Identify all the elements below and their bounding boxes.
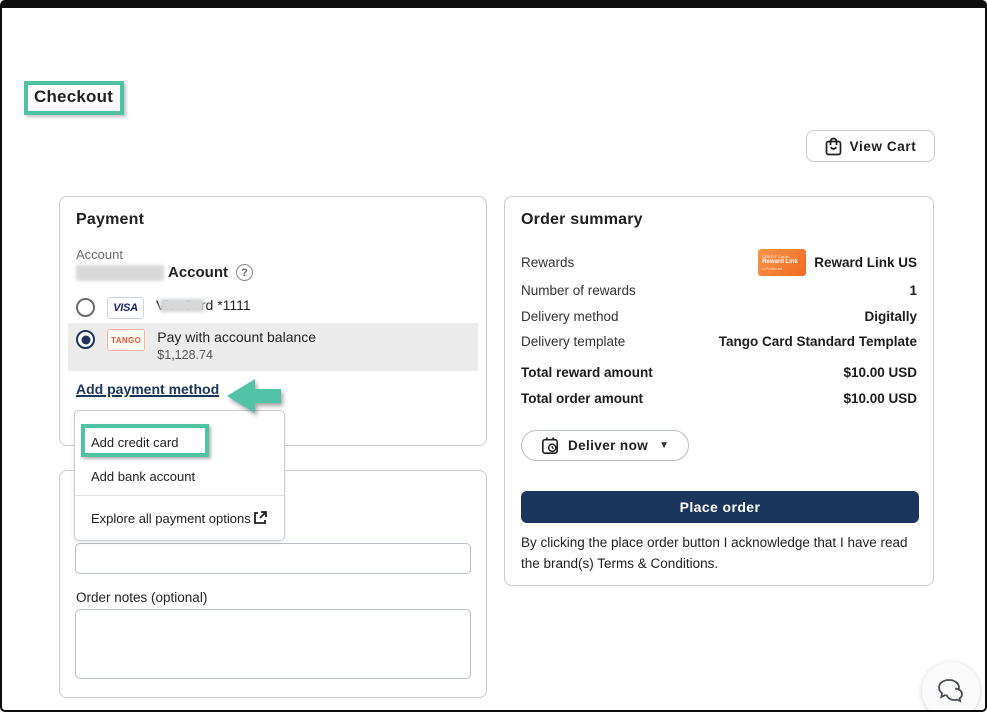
payment-card: Payment Account Account ? VISA Visa Card… <box>59 196 487 446</box>
balance-option-label: Pay with account balance <box>157 329 317 345</box>
place-order-label: Place order <box>679 499 761 515</box>
balance-option-text: Pay with account balance $1,128.74 <box>157 329 316 362</box>
rewards-value: CREDIT Cards Reward Link a Preferred Rew… <box>758 249 917 276</box>
calendar-clock-icon <box>541 436 559 455</box>
count-value: 1 <box>909 283 917 298</box>
menu-divider <box>75 495 284 496</box>
external-order-id-input[interactable] <box>75 543 471 574</box>
payment-option-visa[interactable]: VISA Visa Card *1111 <box>68 291 478 325</box>
total-order-value: $10.00 USD <box>843 391 917 406</box>
menu-item-explore-payment-options[interactable]: Explore all payment options <box>75 510 284 526</box>
explore-options-label: Explore all payment options <box>91 510 251 526</box>
rewards-value-text: Reward Link US <box>814 255 917 270</box>
page-title: Checkout <box>34 87 114 106</box>
annotation-arrow-icon <box>224 376 288 416</box>
order-summary-card: Order summary Rewards CREDIT Cards Rewar… <box>504 196 934 586</box>
delivery-method-label: Delivery method <box>521 309 619 324</box>
shopping-bag-icon <box>825 137 842 156</box>
deliver-now-label: Deliver now <box>567 438 649 453</box>
help-icon[interactable]: ? <box>236 264 253 281</box>
order-notes-label: Order notes (optional) <box>76 590 208 605</box>
thumb-line2: Reward Link <box>762 259 798 265</box>
chat-button[interactable] <box>922 662 980 710</box>
order-notes-textarea[interactable] <box>75 609 471 679</box>
reward-link-thumbnail: CREDIT Cards Reward Link a Preferred <box>758 249 807 276</box>
menu-item-add-credit-card[interactable]: Add credit card <box>91 435 179 450</box>
terms-disclaimer-text: By clicking the place order button I ack… <box>521 535 908 571</box>
view-cart-button[interactable]: View Cart <box>806 130 935 162</box>
chevron-down-icon: ▼ <box>659 440 670 451</box>
add-payment-method-link[interactable]: Add payment method <box>76 381 220 397</box>
account-name-suffix: Account <box>168 264 228 281</box>
summary-row-total-order: Total order amount $10.00 USD <box>521 391 917 406</box>
summary-row-count: Number of rewards 1 <box>521 283 917 298</box>
total-order-label: Total order amount <box>521 391 644 406</box>
checkout-title-annotation-box: Checkout <box>24 81 125 115</box>
account-name-row: Account ? <box>76 264 253 281</box>
view-cart-label: View Cart <box>849 138 917 154</box>
count-label: Number of rewards <box>521 283 636 298</box>
total-reward-label: Total reward amount <box>521 365 653 380</box>
delivery-method-value: Digitally <box>864 309 917 324</box>
thumb-line1: CREDIT Cards <box>762 254 789 259</box>
rewards-label: Rewards <box>521 255 575 270</box>
order-summary-heading: Order summary <box>521 211 643 228</box>
deliver-now-button[interactable]: Deliver now ▼ <box>521 430 689 461</box>
delivery-template-label: Delivery template <box>521 334 626 349</box>
summary-row-total-reward: Total reward amount $10.00 USD <box>521 365 917 380</box>
payment-heading: Payment <box>76 211 145 228</box>
menu-item-add-bank-account[interactable]: Add bank account <box>91 469 196 484</box>
redacted-account-name <box>76 264 164 281</box>
chat-bubbles-icon <box>936 678 966 704</box>
radio-unselected-icon[interactable] <box>76 298 95 317</box>
summary-row-rewards: Rewards CREDIT Cards Reward Link a Prefe… <box>521 249 917 276</box>
account-balance-value: $1,128.74 <box>157 348 213 362</box>
visa-logo-icon: VISA <box>107 297 144 319</box>
radio-selected-icon[interactable] <box>76 330 95 349</box>
payment-option-account-balance[interactable]: TANGO Pay with account balance $1,128.74 <box>68 323 478 371</box>
delivery-template-value: Tango Card Standard Template <box>718 334 917 349</box>
redacted-card-name <box>160 298 204 312</box>
summary-row-delivery-method: Delivery method Digitally <box>521 309 917 324</box>
place-order-button[interactable]: Place order <box>521 491 919 523</box>
tango-logo-icon: TANGO <box>107 329 146 351</box>
add-payment-dropdown-menu: Add credit card Add bank account Explore… <box>74 410 285 541</box>
visa-option-label: Visa Card *1111 <box>156 297 251 313</box>
external-link-icon <box>252 510 268 526</box>
total-reward-value: $10.00 USD <box>843 365 917 380</box>
account-field-label: Account <box>76 247 123 262</box>
thumb-line3: a Preferred <box>762 266 783 271</box>
summary-row-delivery-template: Delivery template Tango Card Standard Te… <box>521 334 917 349</box>
